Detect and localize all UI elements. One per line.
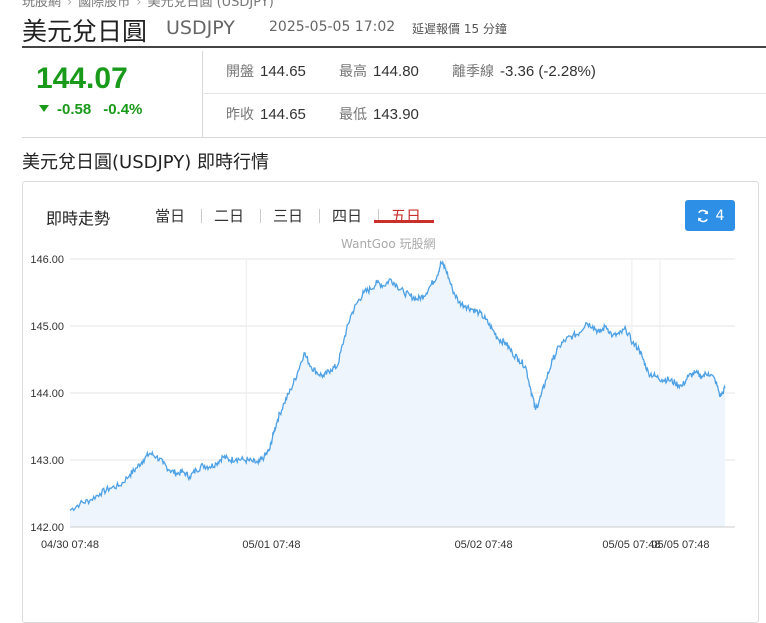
delay-note: 延遲報價 15 分鐘 [412,22,507,36]
x-tick-label: 05/05 07:48 [651,539,709,551]
refresh-button[interactable]: 4 [685,200,735,231]
y-tick-label: 143.00 [30,455,64,467]
stat-label: 最低 [339,107,367,123]
refresh-count: 4 [715,207,725,224]
stat-value: 144.65 [260,106,306,123]
tab-1d[interactable]: 當日 [155,207,186,225]
price-change: -0.58 -0.4% [39,101,142,118]
tab-divider [378,209,379,223]
x-tick-label: 05/05 07:48 [602,539,660,551]
stat-label: 開盤 [226,64,254,80]
chart-panel: 即時走勢 當日 二日 三日 四日 五日 4 WantGoo 玩股網 146.00… [22,181,759,623]
breadcrumb-item-current: 美元兌日圓 (USDJPY) [147,0,274,10]
stat-label: 昨收 [226,107,254,123]
section-title: 美元兌日圓(USDJPY) 即時行情 [22,152,269,173]
series-line [69,259,726,512]
breadcrumb-separator: › [67,0,73,10]
last-price: 144.07 [36,62,128,95]
quote-timestamp: 2025-05-05 17:02 [269,19,396,35]
change-value: -0.58 [57,101,92,118]
page-header: 美元兌日圓 USDJPY 2025-05-05 17:02 延遲報價 15 分鐘 [22,10,766,48]
refresh-icon [697,209,708,222]
stat-value: -3.36 (-2.28%) [500,63,596,80]
y-tick-label: 142.00 [30,522,64,534]
x-tick-label: 04/30 07:48 [41,539,99,551]
active-tab-indicator [374,220,434,223]
tab-divider [260,209,261,223]
tab-2d[interactable]: 二日 [214,207,245,225]
tab-4d[interactable]: 四日 [332,207,363,225]
x-tick-label: 05/02 07:48 [455,539,513,551]
chart-heading: 即時走勢 [46,209,111,228]
stats-row-2: 昨收 144.65 最低 143.90 [202,94,766,136]
stat-label: 最高 [339,64,367,80]
breadcrumb: 玩股網 › 國際股市 › 美元兌日圓 (USDJPY) [22,0,274,10]
series-area [70,261,725,527]
breadcrumb-separator: › [136,0,142,10]
page-title: 美元兌日圓 [22,17,148,46]
breadcrumb-item-market[interactable]: 國際股市 [78,0,131,10]
tab-divider [201,209,202,223]
tab-divider [319,209,320,223]
breadcrumb-item-home[interactable]: 玩股網 [22,0,62,10]
down-arrow-icon [39,105,49,112]
stats-row-1: 開盤 144.65 最高 144.80 離季線 -3.36 (-2.28%) [202,51,766,94]
stat-value: 143.90 [373,106,419,123]
symbol-code: USDJPY [166,17,235,39]
y-tick-label: 144.00 [30,388,64,400]
stat-prev-close: 昨收 144.65 [226,104,306,124]
intraday-chart: 146.00 145.00 144.00 143.00 142.00 04/30 07:4… [30,254,735,551]
stat-ma-distance: 離季線 -3.36 (-2.28%) [452,61,596,81]
tab-3d[interactable]: 三日 [273,207,304,225]
stat-open: 開盤 144.65 [226,61,306,81]
y-tick-label: 146.00 [30,254,64,266]
stat-value: 144.65 [260,63,306,80]
stat-value: 144.80 [373,63,419,80]
stat-high: 最高 144.80 [339,61,419,81]
quote-summary: 144.07 -0.58 -0.4% 開盤 144.65 最高 144.80 離季線 -… [22,51,766,138]
chart-watermark: WantGoo 玩股網 [341,237,436,251]
stat-label: 離季線 [452,64,494,80]
x-tick-label: 05/01 07:48 [242,539,300,551]
change-percent: -0.4% [103,101,143,118]
stat-low: 最低 143.90 [339,104,419,124]
y-tick-label: 145.00 [30,321,64,333]
price-cell: 144.07 -0.58 -0.4% [22,51,203,137]
